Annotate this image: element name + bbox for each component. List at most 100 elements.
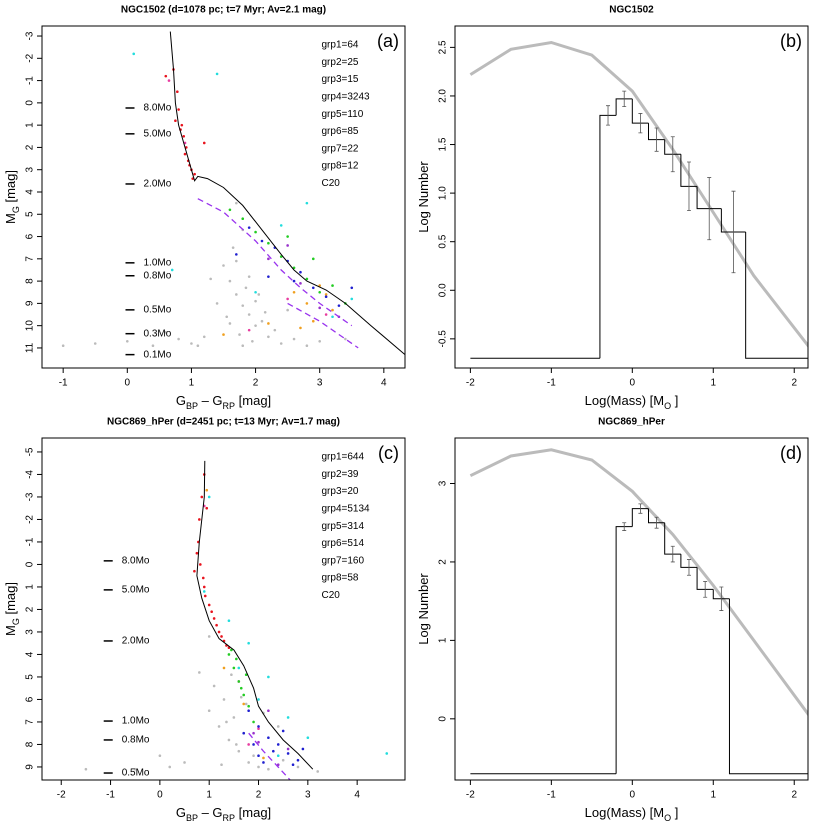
data-point [263, 310, 267, 314]
mass-label: 0.8Mo [122, 735, 150, 746]
data-point [228, 279, 232, 283]
panel: NGC869_hPer (d=2451 pc; t=13 Myr; Av=1.7… [3, 417, 406, 823]
data-point [292, 279, 296, 283]
data-point [385, 752, 389, 755]
data-point [239, 686, 243, 690]
histogram-step [680, 154, 698, 187]
data-point [286, 716, 290, 719]
data-point [217, 725, 221, 728]
label-part: G [176, 393, 186, 408]
panel: NGC1502 (d=1078 pc; t=7 Myr; Av=2.1 mag)… [3, 5, 406, 411]
x-tick-label: 4 [381, 378, 387, 389]
data-point [202, 590, 206, 593]
data-point [205, 506, 209, 510]
data-point [337, 304, 341, 307]
legend-label: grp1=64 [322, 40, 359, 51]
data-point [324, 295, 328, 299]
data-point [220, 635, 223, 638]
data-point [195, 551, 199, 555]
isochrone [169, 31, 405, 355]
y-tick-label: 9 [25, 764, 36, 770]
data-point [254, 230, 257, 234]
legend-label: grp5=110 [322, 109, 364, 120]
data-point [331, 315, 334, 319]
plot-area [469, 40, 808, 359]
data-point [168, 765, 172, 769]
data-point [273, 328, 277, 332]
mass-label: 2.0Mo [122, 636, 150, 647]
data-point [237, 749, 241, 753]
data-point [292, 266, 296, 270]
data-point [286, 297, 289, 301]
data-point [247, 328, 251, 332]
x-tick-label: 0 [630, 790, 636, 801]
y-tick-label: 0.5 [438, 234, 449, 248]
y-tick-label: 4 [25, 651, 36, 657]
x-tick-label: 2 [256, 790, 262, 801]
data-point [350, 286, 354, 290]
legend-label: grp3=15 [322, 74, 359, 85]
data-point [151, 344, 155, 348]
data-point [183, 152, 187, 156]
label-part: G [11, 618, 21, 625]
error-bar [703, 581, 708, 598]
data-point [237, 680, 241, 683]
data-point [260, 319, 264, 323]
y-tick-label: 0 [438, 716, 449, 722]
mass-label: 8.0Mo [122, 555, 150, 566]
data-point [254, 290, 257, 294]
data-point [299, 270, 302, 274]
data-point [267, 322, 270, 325]
data-point [237, 666, 241, 670]
data-point [201, 576, 205, 580]
data-point [164, 74, 168, 78]
chart-title: NGC869_hPer [598, 417, 665, 428]
y-tick-label: 2 [438, 559, 449, 565]
y-tick-label: 1 [25, 584, 36, 590]
data-point [230, 673, 233, 676]
label-part: ] [671, 393, 678, 408]
y-tick-label: 10 [25, 320, 36, 332]
data-point [254, 299, 257, 303]
legend-label: grp2=25 [322, 57, 359, 68]
data-point [247, 709, 250, 712]
y-tick-label: 2 [25, 606, 36, 612]
data-point [247, 641, 250, 645]
x-tick-label: 0 [157, 790, 163, 801]
data-point [296, 758, 300, 762]
y-tick-label: -3 [25, 31, 36, 40]
data-point [267, 241, 270, 245]
x-tick-label: -2 [466, 790, 475, 801]
y-tick-label: 4 [25, 189, 36, 195]
error-bar [719, 586, 724, 611]
y-tick-label: 2 [25, 144, 36, 150]
data-point [286, 747, 290, 751]
data-point [238, 333, 241, 336]
legend-label: grp6=514 [322, 538, 365, 549]
data-point [299, 282, 302, 285]
plot-area [84, 460, 389, 780]
data-point [183, 761, 186, 764]
data-point [279, 342, 283, 345]
y-tick-label: 2.0 [438, 89, 449, 103]
plot-frame [41, 437, 406, 781]
data-point [344, 337, 347, 341]
data-point [209, 277, 212, 281]
error-bar [686, 161, 691, 212]
x-tick-label: -2 [466, 378, 475, 389]
label-part: Log(Mass) [M [585, 393, 664, 408]
data-point [176, 90, 179, 94]
data-point [202, 335, 206, 339]
label-part: O [664, 813, 671, 823]
data-point [257, 293, 261, 296]
data-point [292, 337, 296, 341]
data-point [133, 767, 137, 771]
data-point [200, 495, 204, 499]
error-bar [654, 516, 659, 529]
data-point [227, 738, 231, 742]
data-point [331, 308, 334, 312]
mass-label: 0.3Mo [143, 328, 171, 339]
data-point [215, 302, 219, 305]
y-tick-label: 0 [25, 100, 36, 106]
